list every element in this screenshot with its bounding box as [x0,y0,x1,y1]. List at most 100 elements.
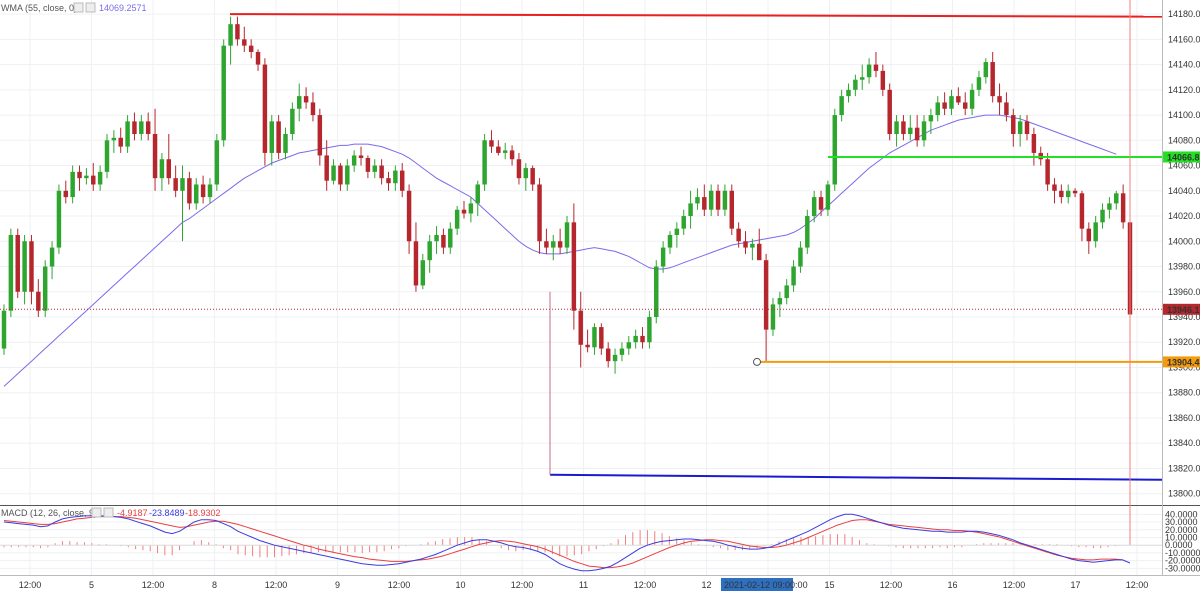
candle-body [976,77,982,90]
candle-body [1017,121,1023,134]
time-tick-label: 5 [89,580,94,590]
candle-body [159,159,165,179]
candle-body [70,171,75,198]
candle-body [434,234,439,242]
candle-body [255,51,261,65]
candle-body [399,170,405,191]
price-tick-label: 13980.00 [1168,262,1200,272]
candle-body [853,79,858,90]
candle-body [633,335,638,343]
candle-body [530,168,535,185]
candle-body [303,96,309,103]
candle-body [1086,228,1092,242]
candle-body [969,89,975,109]
drawn-levels[interactable] [0,13,1163,481]
settings-icon[interactable] [73,2,84,13]
candle-body [983,62,989,78]
current-price-label: 13946.1 [1163,303,1200,315]
candle-body [91,175,96,185]
candle-body [42,266,48,311]
candle-body [846,89,851,97]
candle-body [695,197,700,204]
candle-body [887,89,892,134]
time-tick-label: 12:00 [19,580,42,590]
candle-body [578,310,583,345]
candle-body [358,155,364,158]
close-icon[interactable] [103,507,114,518]
candle-body [784,285,789,299]
price-tick-label: 13960.00 [1168,287,1200,297]
candle-body [345,165,350,185]
candle-body [674,228,680,235]
time-tick-label: 12:00 [880,580,903,590]
candle-body [200,184,206,198]
resistance-line [229,13,1163,18]
candle-body [1079,193,1085,229]
candle-body [454,209,460,229]
candle-body [496,146,501,153]
candle-body [914,127,920,141]
candle-body [276,121,281,153]
macd-tick-label: -20.0000 [1165,556,1200,566]
candle-body [221,45,226,141]
time-tick-label: 12:00 [388,580,411,590]
price-axis[interactable]: 13800.00 13820.00 13840.00 13860.00 13880.00… [1168,9,1200,499]
macd-signal-line [3,516,1123,569]
candle-body [667,234,673,248]
candle-body [283,133,288,153]
candle-body [949,96,954,109]
candle-body [475,184,480,204]
candle-body [592,327,597,348]
candle-body [22,241,27,292]
candle-body [441,234,446,248]
price-tick-label: 13900.00 [1168,362,1200,372]
time-tick-label: 12:00 [511,580,534,590]
candle-body [427,241,432,261]
settings-icon[interactable] [91,507,102,518]
price-tick-label: 13840.00 [1168,438,1200,448]
price-tick-label: 13800.00 [1168,489,1200,499]
candle-body [461,209,467,214]
candle-body [15,234,20,292]
candle-body [997,96,1002,103]
candle-body [715,190,721,210]
macd-tick-label: 0.0000 [1165,540,1193,550]
candle-body [1045,159,1050,185]
candle-body [777,298,783,305]
candle-body [262,64,268,153]
candle-body [805,216,810,248]
candle-body [324,155,329,181]
price-tick-label: 14020.00 [1168,211,1200,221]
candle-body [757,243,762,261]
candle-body [269,121,274,153]
close-icon[interactable] [85,2,96,13]
candle-body [523,168,529,179]
candle-body [880,70,886,90]
macd-histogram-value: -4.9187 [117,508,148,518]
crosshair-time-label: 2021-02-12 09:00:00 [721,578,808,591]
candle-body [564,222,570,248]
time-tick-label: 10 [455,580,465,590]
candle-body [647,316,652,343]
candle-body [8,234,14,311]
macd-axis[interactable]: -30.0000-20.0000-10.00000.000010.000020.… [1165,509,1200,573]
candle-body [599,327,604,349]
candle-body [921,121,927,141]
candle-body [351,155,357,166]
candle-body [962,102,968,109]
macd-tick-label: 10.0000 [1165,532,1198,542]
candle-body [1024,121,1030,134]
candle-body [1093,222,1098,242]
macd-line [3,513,1131,572]
macd-pane [0,0,1162,572]
candle-body [866,64,872,78]
candle-body [372,165,377,172]
macd-line-value: -23.8489 [149,508,185,518]
candle-body [612,354,618,362]
time-axis[interactable]: 12:00 5 12:00 8 12:00 9 12:00 10 12:00 11 12:00 12 1… [19,580,1149,590]
candle-body [736,228,741,242]
price-tick-label: 13940.00 [1168,312,1200,322]
candle-body [571,222,577,311]
candle-body [654,266,659,317]
